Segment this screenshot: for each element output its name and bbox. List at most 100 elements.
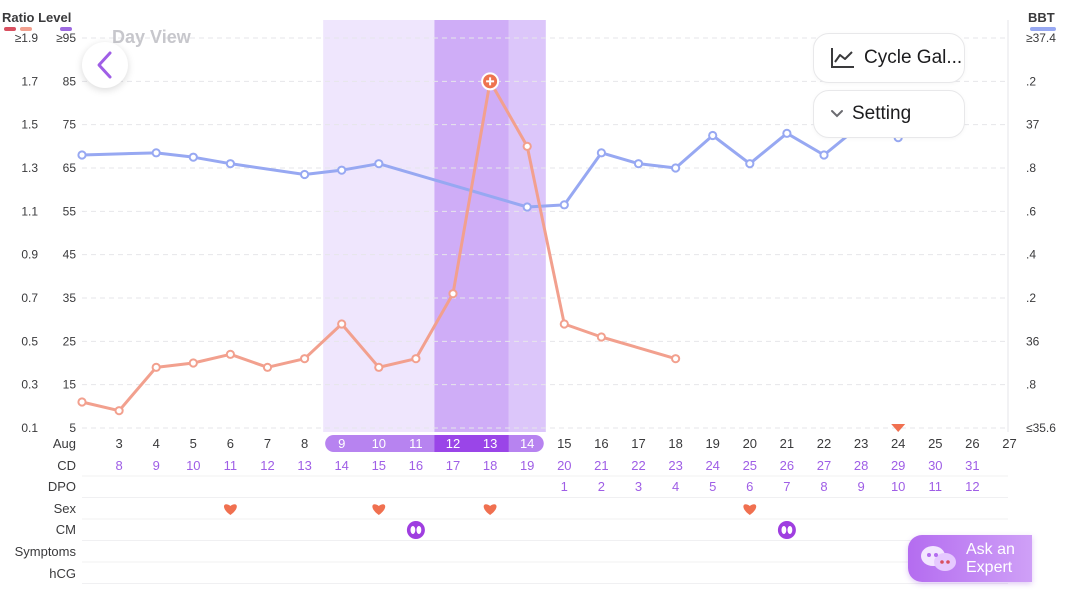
ratio-legend-swatch-dark [4, 27, 16, 31]
cervical-mucus-icon [406, 521, 425, 539]
ratio-level-point [337, 319, 347, 329]
bbt-tick-label: ≤35.6 [1026, 421, 1056, 435]
row-label: DPO [48, 479, 76, 494]
date-label: 20 [743, 436, 757, 451]
cycle-day-label: 13 [297, 458, 311, 473]
bbt-tick-label: .8 [1026, 161, 1036, 175]
cycle-day-label: 26 [780, 458, 794, 473]
bbt-tick-label: 37 [1026, 118, 1040, 132]
ovulation-marker [891, 424, 906, 432]
heart-icon [223, 504, 237, 515]
date-label: 3 [115, 436, 122, 451]
bbt-tick-label: .4 [1026, 248, 1036, 262]
date-label: 6 [227, 436, 234, 451]
level-tick-label: 85 [63, 74, 77, 88]
bbt-point [300, 169, 310, 180]
cervical-mucus-icon [777, 521, 796, 539]
cycle-day-label: 22 [631, 458, 645, 473]
cycle-day-label: 9 [153, 458, 160, 473]
dpo-label: 2 [598, 479, 605, 494]
ratio-level-point [300, 354, 310, 364]
cervical-mucus-icon-drop [787, 526, 793, 534]
ratio-tick-label: 1.5 [21, 118, 38, 132]
bbt-point [596, 148, 607, 158]
level-tick-label: 65 [63, 161, 77, 175]
ratio-level-point [77, 397, 87, 407]
cycle-day-label: 24 [705, 458, 719, 473]
ratio-level-point [671, 354, 681, 364]
bbt-point [633, 159, 644, 169]
date-label: 22 [817, 436, 831, 451]
date-label: 4 [153, 436, 160, 451]
cycle-day-label: 8 [115, 458, 122, 473]
back-button[interactable] [82, 42, 128, 88]
dpo-label: 6 [746, 479, 753, 494]
cycle-day-label: 17 [446, 458, 460, 473]
line-chart-icon [831, 48, 854, 68]
cycle-gallery-label: Cycle Gal... [864, 47, 963, 68]
ratio-level-point [559, 319, 569, 329]
cycle-gallery-button[interactable]: Cycle Gal... [813, 33, 965, 83]
heart-icon [372, 504, 386, 515]
ratio-level-point [411, 354, 421, 364]
date-label: 10 [372, 436, 386, 451]
bbt-tick-label: .8 [1026, 378, 1036, 392]
ratio-tick-label: 0.9 [21, 248, 38, 262]
ratio-tick-label: 0.1 [21, 421, 38, 435]
bbt-point [337, 165, 347, 175]
cycle-day-label: 14 [334, 458, 348, 473]
ratio-tick-label: 1.3 [21, 161, 38, 175]
dpo-label: 10 [891, 479, 905, 494]
level-tick-label: 45 [63, 248, 77, 262]
level-tick-label: 5 [69, 421, 76, 435]
cycle-day-label: 19 [520, 458, 534, 473]
bbt-point [522, 202, 532, 212]
cycle-day-label: 29 [891, 458, 905, 473]
date-label: 5 [190, 436, 197, 451]
cycle-day-label: 30 [928, 458, 942, 473]
dpo-label: 5 [709, 479, 716, 494]
bbt-point [188, 152, 198, 162]
dpo-label: 7 [783, 479, 790, 494]
date-label: 12 [446, 436, 460, 451]
ratio-level-point [522, 141, 532, 151]
bbt-tick-label: ≥37.4 [1026, 31, 1056, 45]
bbt-tick-label: 36 [1026, 334, 1040, 348]
ask-expert-button[interactable]: Ask an Expert [908, 535, 1032, 582]
ratio-tick-label: 1.7 [21, 74, 38, 88]
dpo-label: 11 [929, 479, 943, 494]
chevron-left-icon [97, 51, 112, 79]
date-label: 7 [264, 436, 271, 451]
bbt-tick-label: .2 [1026, 291, 1036, 305]
ratio-tick-label: ≥1.9 [15, 31, 39, 45]
setting-button[interactable]: Setting [813, 90, 965, 138]
right-axis-title: BBT [1028, 10, 1055, 25]
ratio-level-point [448, 289, 458, 299]
bbt-point [374, 159, 384, 169]
row-label: CD [57, 458, 76, 473]
cycle-day-label: 28 [854, 458, 868, 473]
cycle-day-label: 10 [186, 458, 200, 473]
date-label: 17 [631, 436, 645, 451]
bbt-point [782, 128, 792, 138]
date-label: 24 [891, 436, 905, 451]
ratio-legend-swatch-light [20, 27, 32, 31]
bbt-point [225, 159, 235, 169]
date-label: 15 [557, 436, 571, 451]
peak-dates-pill [434, 435, 509, 452]
date-label: 27 [1002, 436, 1016, 451]
bbt-line [81, 123, 899, 209]
bbt-tick-label: .2 [1026, 74, 1036, 88]
legend: Ratio Level BBT [2, 10, 1056, 31]
cervical-mucus-icon-drop [416, 526, 422, 534]
date-label: 8 [301, 436, 308, 451]
dpo-label: 4 [672, 479, 679, 494]
date-label: 25 [928, 436, 942, 451]
bbt-point [151, 148, 161, 158]
fertile-window-late-band [508, 20, 546, 432]
cycle-day-label: 23 [668, 458, 682, 473]
cycle-day-label: 31 [965, 458, 979, 473]
row-label: Sex [54, 501, 77, 516]
ratio-level-point [262, 362, 273, 372]
